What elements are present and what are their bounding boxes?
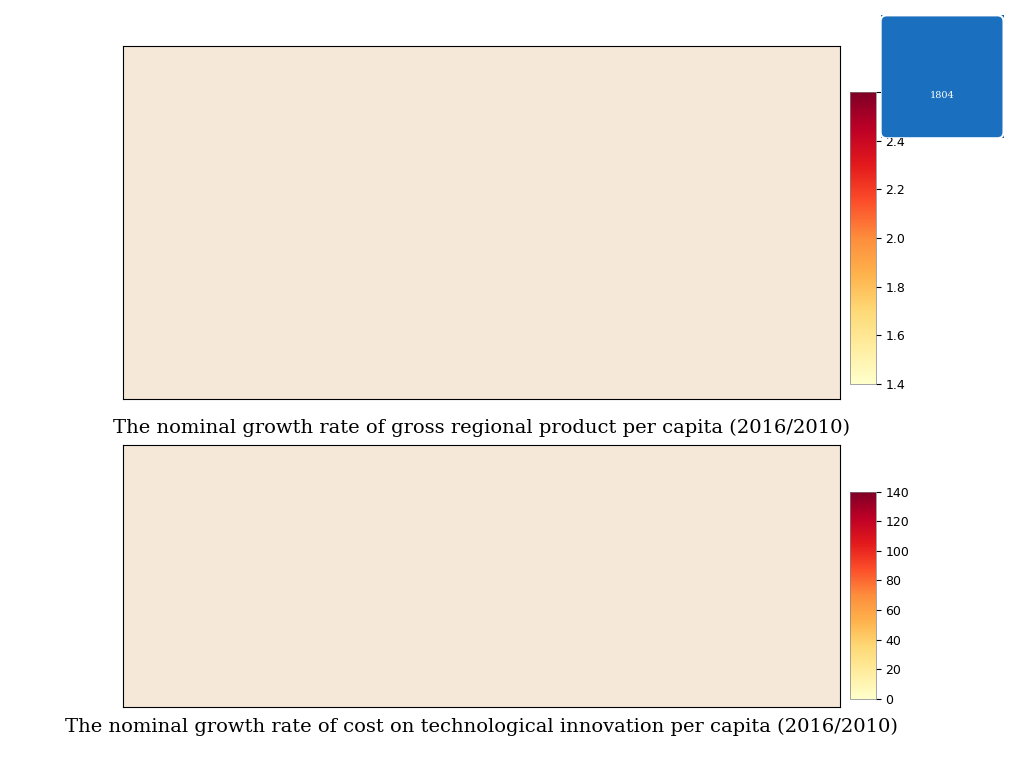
Text: The nominal growth rate of gross regional product per capita (2016/2010): The nominal growth rate of gross regiona… — [113, 419, 850, 437]
FancyBboxPatch shape — [881, 15, 1004, 138]
Text: 1804: 1804 — [930, 91, 954, 100]
Text: The nominal growth rate of cost on technological innovation per capita (2016/201: The nominal growth rate of cost on techn… — [65, 718, 898, 737]
